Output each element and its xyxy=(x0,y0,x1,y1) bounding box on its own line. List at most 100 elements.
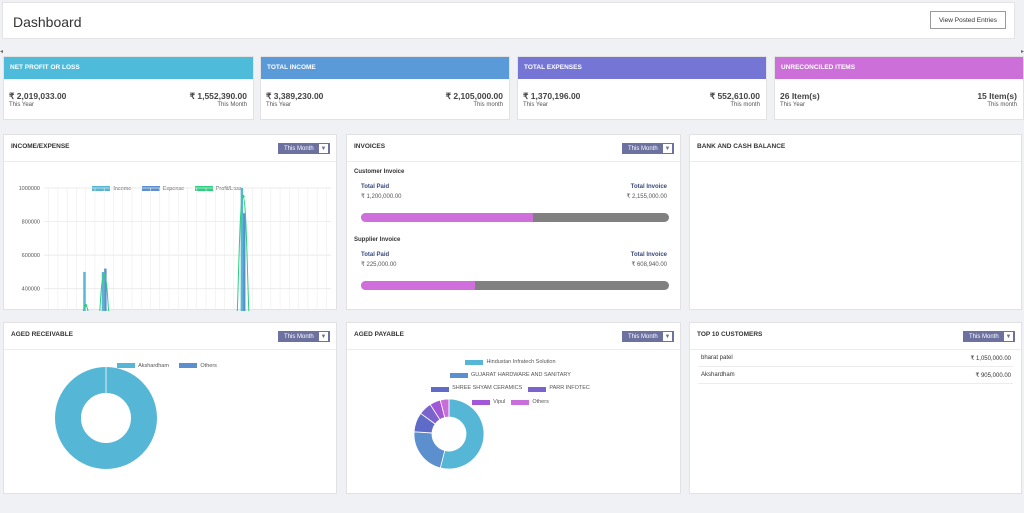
income-bar xyxy=(101,271,105,311)
kpi-year-value: ₹ 1,370,196.00 xyxy=(523,91,581,101)
kpi-month-value: ₹ 1,552,390.00 xyxy=(189,91,247,101)
kpi-month-label: This month xyxy=(987,102,1017,108)
supplier-paid-value: ₹ 225,000.00 xyxy=(361,262,397,268)
profit-loss-point xyxy=(84,304,88,307)
kpi-month-label: This month xyxy=(473,102,503,108)
kpi-year-value: ₹ 3,389,230.00 xyxy=(266,91,324,101)
legend-others[interactable]: Others xyxy=(179,363,217,369)
kpi-month-value: 15 Item(s) xyxy=(977,91,1017,101)
top-customers-filter-select[interactable]: This Month ▼ xyxy=(963,331,1015,342)
supplier-invoice-progress xyxy=(361,281,669,290)
supplier-invoice-label: Supplier Invoice xyxy=(354,237,401,243)
legend-expense[interactable]: Expense xyxy=(141,186,184,192)
filter-label: This Month xyxy=(284,145,314,152)
kpi-month-label: This month xyxy=(730,102,760,108)
legend-swatch-akshardham xyxy=(117,363,136,368)
divider xyxy=(347,349,680,350)
filter-label: This Month xyxy=(628,333,658,340)
legend-swatch xyxy=(511,399,530,405)
kpi-header: NET PROFIT OR LOSS xyxy=(4,57,253,79)
customer-total-value: ₹ 2,155,000.00 xyxy=(626,194,667,200)
chevron-down-icon: ▼ xyxy=(663,332,672,341)
filter-label: This Month xyxy=(284,333,314,340)
legend-label: Vipul xyxy=(493,398,506,405)
panel-title: AGED RECEIVABLE xyxy=(11,331,73,338)
y-tick-label: 800000 xyxy=(22,220,40,226)
income-bar xyxy=(240,188,244,311)
kpi-total-expenses: TOTAL EXPENSES ₹ 1,370,196.00 This Year … xyxy=(517,56,767,120)
legend-profit-loss[interactable]: Profit/Loss xyxy=(194,186,242,192)
legend-income[interactable]: Income xyxy=(92,186,131,192)
customer-paid-label: Total Paid xyxy=(361,184,390,190)
divider xyxy=(347,161,680,162)
legend-swatch-others xyxy=(179,363,198,368)
legend-label: Others xyxy=(200,362,217,369)
panel-title: INVOICES xyxy=(354,143,386,150)
panel-title: INCOME/EXPENSE xyxy=(11,143,70,150)
header-bar: Dashboard View Posted Entries xyxy=(2,2,1015,39)
supplier-paid-label: Total Paid xyxy=(361,252,390,258)
legend-swatch-profit-loss xyxy=(194,186,213,191)
legend-vipul[interactable]: Vipul xyxy=(472,397,505,409)
chevron-down-icon: ▼ xyxy=(1004,332,1013,341)
chevron-down-icon: ▼ xyxy=(319,332,328,341)
expense-bar xyxy=(243,213,246,311)
legend-label: Akshardham xyxy=(138,362,169,369)
legend-label: PARR INFOTEC xyxy=(549,385,590,392)
chart-legend: Akshardham Others xyxy=(4,355,336,373)
legend-swatch-income xyxy=(92,186,111,191)
income-expense-filter-select[interactable]: This Month ▼ xyxy=(278,143,330,154)
aged-payable-filter-select[interactable]: This Month ▼ xyxy=(622,331,674,342)
scroll-left-icon[interactable]: ◂ xyxy=(0,49,4,55)
chevron-down-icon: ▼ xyxy=(663,144,672,153)
aged-payable-slice xyxy=(413,431,446,469)
chart-legend: Hindustan Infratech Solution GUJARAT HAR… xyxy=(347,355,680,408)
legend-label: Hindustan Infratech Solution xyxy=(486,358,556,365)
aged-payable-chart xyxy=(413,398,485,470)
kpi-month-value: ₹ 552,610.00 xyxy=(709,91,760,101)
bank-cash-panel: BANK AND CASH BALANCE xyxy=(689,134,1022,310)
legend-others[interactable]: Others xyxy=(511,397,549,409)
table-row[interactable]: bharat patel ₹ 1,050,000.00 xyxy=(698,350,1013,367)
view-posted-entries-button[interactable]: View Posted Entries xyxy=(930,11,1006,29)
scroll-right-icon[interactable]: ▸ xyxy=(1020,49,1024,55)
income-expense-panel: INCOME/EXPENSE This Month ▼ Income Expen… xyxy=(3,134,337,311)
invoices-panel: INVOICES This Month ▼ Customer Invoice T… xyxy=(346,134,681,310)
legend-akshardham[interactable]: Akshardham xyxy=(117,363,169,369)
legend-gujarat[interactable]: GUJARAT HARDWARE AND SANITARY xyxy=(450,370,571,382)
legend-swatch xyxy=(431,386,450,392)
supplier-total-value: ₹ 608,940.00 xyxy=(631,262,667,268)
income-expense-chart: 10000008000006000004000002000000-200000-… xyxy=(19,186,331,311)
customer-amount: ₹ 1,050,000.00 xyxy=(970,356,1011,362)
supplier-total-label: Total Invoice xyxy=(630,252,667,258)
kpi-header: UNRECONCILED ITEMS xyxy=(775,57,1023,79)
legend-parr[interactable]: PARR INFOTEC xyxy=(528,383,590,395)
chevron-down-icon: ▼ xyxy=(319,144,328,153)
expense-bar xyxy=(104,268,107,311)
divider xyxy=(690,161,1021,162)
table-row[interactable]: Akshardham ₹ 905,000.00 xyxy=(698,367,1013,384)
aged-receivable-chart xyxy=(55,367,157,469)
kpi-year-label: This Year xyxy=(266,102,292,108)
aged-payable-panel: AGED PAYABLE This Month ▼ Hindustan Infr… xyxy=(346,322,681,494)
y-tick-label: 400000 xyxy=(22,287,40,293)
kpi-year-label: This Year xyxy=(523,102,549,108)
filter-label: This Month xyxy=(969,333,999,340)
legend-label: Income xyxy=(113,185,132,192)
page-title: Dashboard xyxy=(13,14,82,30)
divider xyxy=(690,349,1021,350)
invoices-filter-select[interactable]: This Month ▼ xyxy=(622,143,674,154)
y-tick-label: 1000000 xyxy=(19,186,40,192)
legend-hindustan[interactable]: Hindustan Infratech Solution xyxy=(465,357,556,369)
customer-name: bharat patel xyxy=(701,355,733,361)
legend-swatch-expense xyxy=(141,186,160,191)
customer-total-label: Total Invoice xyxy=(630,184,667,190)
aged-receivable-panel: AGED RECEIVABLE This Month ▼ Akshardham … xyxy=(3,322,337,494)
aged-receivable-filter-select[interactable]: This Month ▼ xyxy=(278,331,330,342)
panel-title: BANK AND CASH BALANCE xyxy=(697,143,786,150)
customer-invoice-progress-fill xyxy=(361,213,533,222)
legend-swatch xyxy=(450,373,469,379)
top-customers-panel: TOP 10 CUSTOMERS This Month ▼ bharat pat… xyxy=(689,322,1022,494)
chart-legend: Income Expense Profit/Loss xyxy=(4,178,336,196)
legend-shree-shyam[interactable]: SHREE SHYAM CERAMICS xyxy=(431,383,522,395)
